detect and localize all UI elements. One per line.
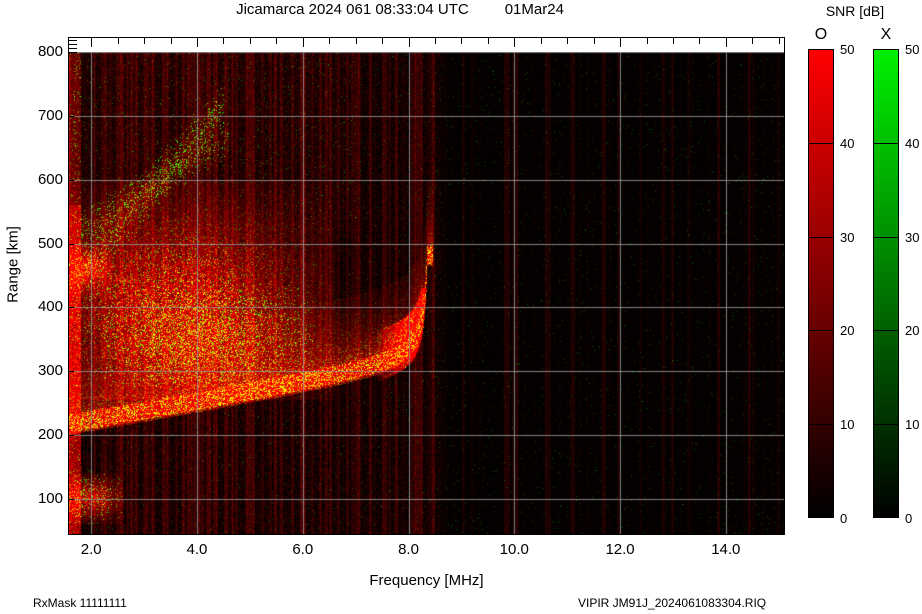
x-tick-major xyxy=(726,38,727,47)
y-tick-label: 100 xyxy=(37,489,63,507)
colorbar-tick-label-x: 20 xyxy=(905,323,920,338)
y-tick-major xyxy=(69,52,74,53)
x-tick-minor xyxy=(356,38,357,44)
x-tick-minor xyxy=(567,38,568,44)
colorbar-tick-label-x: 0 xyxy=(905,511,913,526)
colorbar-x-mode[interactable] xyxy=(873,49,899,518)
x-tick-minor xyxy=(329,38,330,44)
y-tick-label: 200 xyxy=(37,426,63,444)
ionogram-plot-area[interactable] xyxy=(68,52,785,535)
x-tick-label: 6.0 xyxy=(292,541,314,558)
x-tick-minor xyxy=(594,38,595,44)
ionogram-canvas[interactable] xyxy=(69,52,784,534)
colorbar-tick-label-o: 40 xyxy=(840,136,855,151)
x-tick-label: 2.0 xyxy=(80,541,102,558)
x-tick-minor xyxy=(461,38,462,44)
colorbar-tick-x xyxy=(873,424,899,425)
y-axis-tick-labels: 100 200 300 400 500 600 700 800 xyxy=(0,0,63,614)
x-tick-minor xyxy=(171,38,172,44)
x-tick-minor xyxy=(382,38,383,44)
x-tick-minor xyxy=(673,38,674,44)
colorbar-tick-x xyxy=(873,330,899,331)
y-tick-major xyxy=(69,116,74,117)
colorbar-o-mode-label: O xyxy=(814,26,828,43)
x-tick-minor xyxy=(488,38,489,44)
x-tick-major xyxy=(197,38,198,47)
y-tick-band xyxy=(69,48,77,49)
y-tick-label: 800 xyxy=(37,43,63,60)
y-axis-label: Range [km] xyxy=(4,226,22,303)
y-tick-band xyxy=(69,44,77,45)
y-tick-label: 400 xyxy=(37,298,63,316)
colorbar-tick-o xyxy=(808,143,834,144)
colorbar-tick-o xyxy=(808,330,834,331)
colorbar-tick-label-x: 30 xyxy=(905,230,920,245)
x-tick-major xyxy=(303,38,304,47)
y-tick-major xyxy=(69,435,74,436)
colorbar-tick-label-o: 50 xyxy=(840,42,855,57)
source-file-label: VIPIR JM91J_2024061083304.RIQ xyxy=(578,596,767,610)
colorbar-tick-label-o: 0 xyxy=(840,511,848,526)
x-tick-label: 12.0 xyxy=(605,541,635,558)
y-tick-major xyxy=(69,499,74,500)
x-tick-minor xyxy=(276,38,277,44)
y-tick-major xyxy=(69,371,74,372)
y-tick-major xyxy=(69,180,74,181)
x-axis-label: Frequency [MHz] xyxy=(369,572,484,589)
x-tick-minor xyxy=(144,38,145,44)
colorbar-tick-label-o: 20 xyxy=(840,323,855,338)
colorbar-tick-o xyxy=(808,424,834,425)
x-tick-label: 4.0 xyxy=(186,541,208,558)
x-tick-major xyxy=(620,38,621,47)
title-timestamp: Jicamarca 2024 061 08:33:04 UTC xyxy=(236,1,469,18)
y-tick-major xyxy=(69,307,74,308)
x-tick-major xyxy=(409,38,410,47)
x-tick-label: 8.0 xyxy=(398,541,419,558)
y-tick-label: 600 xyxy=(37,170,63,188)
x-tick-minor xyxy=(223,38,224,44)
page-title: Jicamarca 2024 061 08:33:04 UTC 01Mar24 xyxy=(0,1,800,18)
colorbar-tick-label-o: 30 xyxy=(840,230,855,245)
colorbar-tick-label-x: 40 xyxy=(905,136,920,151)
colorbar-tick-label-o: 10 xyxy=(840,417,855,432)
colorbar-tick-x xyxy=(873,143,899,144)
x-tick-label: 10.0 xyxy=(499,541,529,558)
y-tick-label: 300 xyxy=(37,362,63,380)
x-tick-major xyxy=(91,38,92,47)
x-tick-minor xyxy=(435,38,436,44)
y-tick-band xyxy=(69,40,77,41)
x-tick-minor xyxy=(699,38,700,44)
title-date: 01Mar24 xyxy=(504,1,564,18)
colorbar-tick-x xyxy=(873,237,899,238)
colorbar-o-mode[interactable] xyxy=(808,49,834,518)
x-tick-minor xyxy=(647,38,648,44)
x-tick-label: 14.0 xyxy=(711,541,741,558)
y-tick-major xyxy=(69,244,74,245)
rxmask-label: RxMask 11111111 xyxy=(33,596,127,610)
x-tick-minor xyxy=(779,38,780,44)
colorbar-x-mode-label: X xyxy=(880,26,892,43)
x-tick-minor xyxy=(541,38,542,44)
x-tick-minor xyxy=(250,38,251,44)
x-tick-major xyxy=(514,38,515,47)
y-tick-label: 700 xyxy=(37,106,63,124)
colorbar-tick-label-x: 10 xyxy=(905,417,920,432)
x-tick-minor xyxy=(752,38,753,44)
colorbar-title: SNR [dB] xyxy=(825,3,885,19)
colorbar-tick-label-x: 50 xyxy=(905,42,920,57)
y-tick-label: 500 xyxy=(37,234,63,252)
x-tick-minor xyxy=(118,38,119,44)
colorbar-tick-o xyxy=(808,237,834,238)
